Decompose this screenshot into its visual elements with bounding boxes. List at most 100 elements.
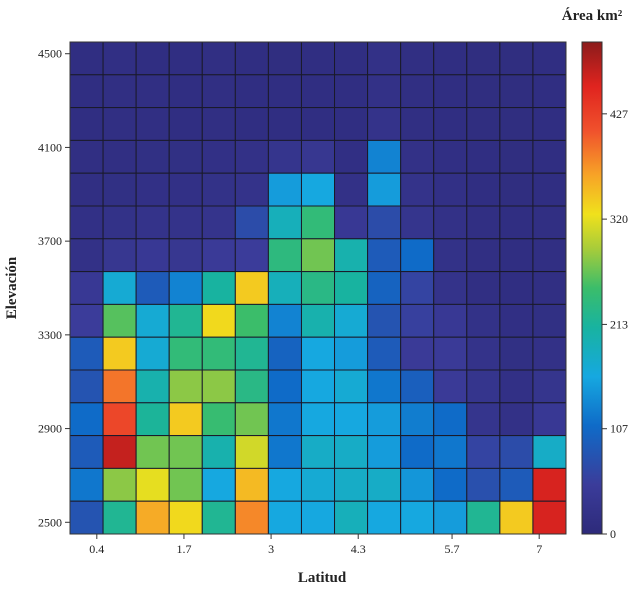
heatmap-cell xyxy=(267,172,302,207)
heatmap-cell xyxy=(300,107,336,141)
heatmap-cell xyxy=(69,500,104,535)
heatmap-cell xyxy=(135,74,170,109)
heatmap-cell xyxy=(532,402,567,437)
heatmap-cell xyxy=(234,139,269,174)
heatmap-cell xyxy=(334,435,369,469)
heatmap-cell xyxy=(135,238,170,273)
y-tick-label: 4100 xyxy=(38,140,62,154)
heatmap-cell xyxy=(532,369,567,404)
heatmap-cell xyxy=(135,467,170,502)
heatmap-cell xyxy=(466,336,501,371)
heatmap-cell xyxy=(102,336,137,371)
heatmap-cell xyxy=(400,271,435,305)
heatmap-cell xyxy=(102,74,137,109)
heatmap-cell xyxy=(102,435,137,469)
heatmap-cell xyxy=(532,139,567,174)
heatmap-cell xyxy=(466,205,501,240)
heatmap-cell xyxy=(300,74,336,109)
heatmap-cell xyxy=(69,107,104,141)
heatmap-cell xyxy=(334,303,369,338)
heatmap-cell xyxy=(102,467,137,502)
heatmap-cell xyxy=(499,467,534,502)
heatmap-cell xyxy=(532,271,567,305)
heatmap-cell xyxy=(532,303,567,338)
heatmap-cell xyxy=(267,467,302,502)
heatmap-cell xyxy=(300,303,336,338)
heatmap-cell xyxy=(433,500,468,535)
heatmap-cell xyxy=(400,205,435,240)
heatmap-cell xyxy=(234,238,269,273)
heatmap-cell xyxy=(499,402,534,437)
heatmap-cell xyxy=(334,467,369,502)
heatmap-cell xyxy=(466,467,501,502)
heatmap-cell xyxy=(102,303,137,338)
heatmap-cell xyxy=(234,467,269,502)
colorbar-tick-label: 107 xyxy=(610,422,628,436)
colorbar-tick-label: 0 xyxy=(610,527,616,541)
heatmap-cell xyxy=(433,271,468,305)
y-tick-label: 4500 xyxy=(38,47,62,61)
heatmap-cell xyxy=(69,238,104,273)
heatmap-cell xyxy=(234,107,269,141)
heatmap-cell xyxy=(267,41,302,76)
heatmap-cell xyxy=(400,74,435,109)
y-axis-title: Elevación xyxy=(4,256,20,319)
heatmap-cell xyxy=(135,205,170,240)
heatmap-cell xyxy=(367,205,402,240)
heatmap-cell xyxy=(532,172,567,207)
heatmap-cell xyxy=(433,74,468,109)
heatmap-cell xyxy=(400,238,435,273)
y-tick-label: 3300 xyxy=(38,328,62,342)
colorbar-ticks: 0 107 213 320 427 xyxy=(602,107,628,541)
y-tick-label: 2900 xyxy=(38,422,62,436)
heatmap-cell xyxy=(102,271,137,305)
heatmap-cells xyxy=(69,41,567,535)
heatmap-cell xyxy=(367,238,402,273)
heatmap-cell xyxy=(466,139,501,174)
heatmap-cell xyxy=(334,41,369,76)
heatmap-cell xyxy=(466,369,501,404)
heatmap-cell xyxy=(499,172,534,207)
heatmap-cell xyxy=(234,172,269,207)
heatmap-cell xyxy=(334,74,369,109)
heatmap-cell xyxy=(267,74,302,109)
heatmap-cell xyxy=(499,435,534,469)
heatmap-cell xyxy=(300,369,336,404)
heatmap-cell xyxy=(499,41,534,76)
x-tick-label: 4.3 xyxy=(351,542,366,556)
heatmap-cell xyxy=(433,139,468,174)
heatmap-cell xyxy=(102,238,137,273)
heatmap-cell xyxy=(499,74,534,109)
heatmap-cell xyxy=(69,74,104,109)
heatmap-cell xyxy=(466,238,501,273)
heatmap-cell xyxy=(234,303,269,338)
heatmap-cell xyxy=(400,402,435,437)
heatmap-cell xyxy=(201,238,236,273)
heatmap-cell xyxy=(168,500,203,535)
heatmap-cell xyxy=(300,336,336,371)
heatmap-cell xyxy=(201,172,236,207)
heatmap-cell xyxy=(532,74,567,109)
heatmap-cell xyxy=(102,139,137,174)
heatmap-cell xyxy=(466,271,501,305)
heatmap-cell xyxy=(300,205,336,240)
heatmap-cell xyxy=(201,271,236,305)
heatmap-cell xyxy=(367,435,402,469)
heatmap-cell xyxy=(300,41,336,76)
y-axis-ticks: 2500 2900 3300 3700 4100 4500 xyxy=(38,47,70,529)
heatmap-cell xyxy=(334,107,369,141)
heatmap-cell xyxy=(367,500,402,535)
heatmap-cell xyxy=(102,41,137,76)
colorbar xyxy=(581,41,603,535)
heatmap-cell xyxy=(267,369,302,404)
x-tick-label: 5.7 xyxy=(445,542,460,556)
heatmap-cell xyxy=(201,369,236,404)
heatmap-cell xyxy=(201,303,236,338)
heatmap-cell xyxy=(532,205,567,240)
heatmap-cell xyxy=(234,271,269,305)
heatmap-cell xyxy=(201,435,236,469)
heatmap-cell xyxy=(400,336,435,371)
heatmap-cell xyxy=(466,172,501,207)
heatmap-cell xyxy=(267,435,302,469)
